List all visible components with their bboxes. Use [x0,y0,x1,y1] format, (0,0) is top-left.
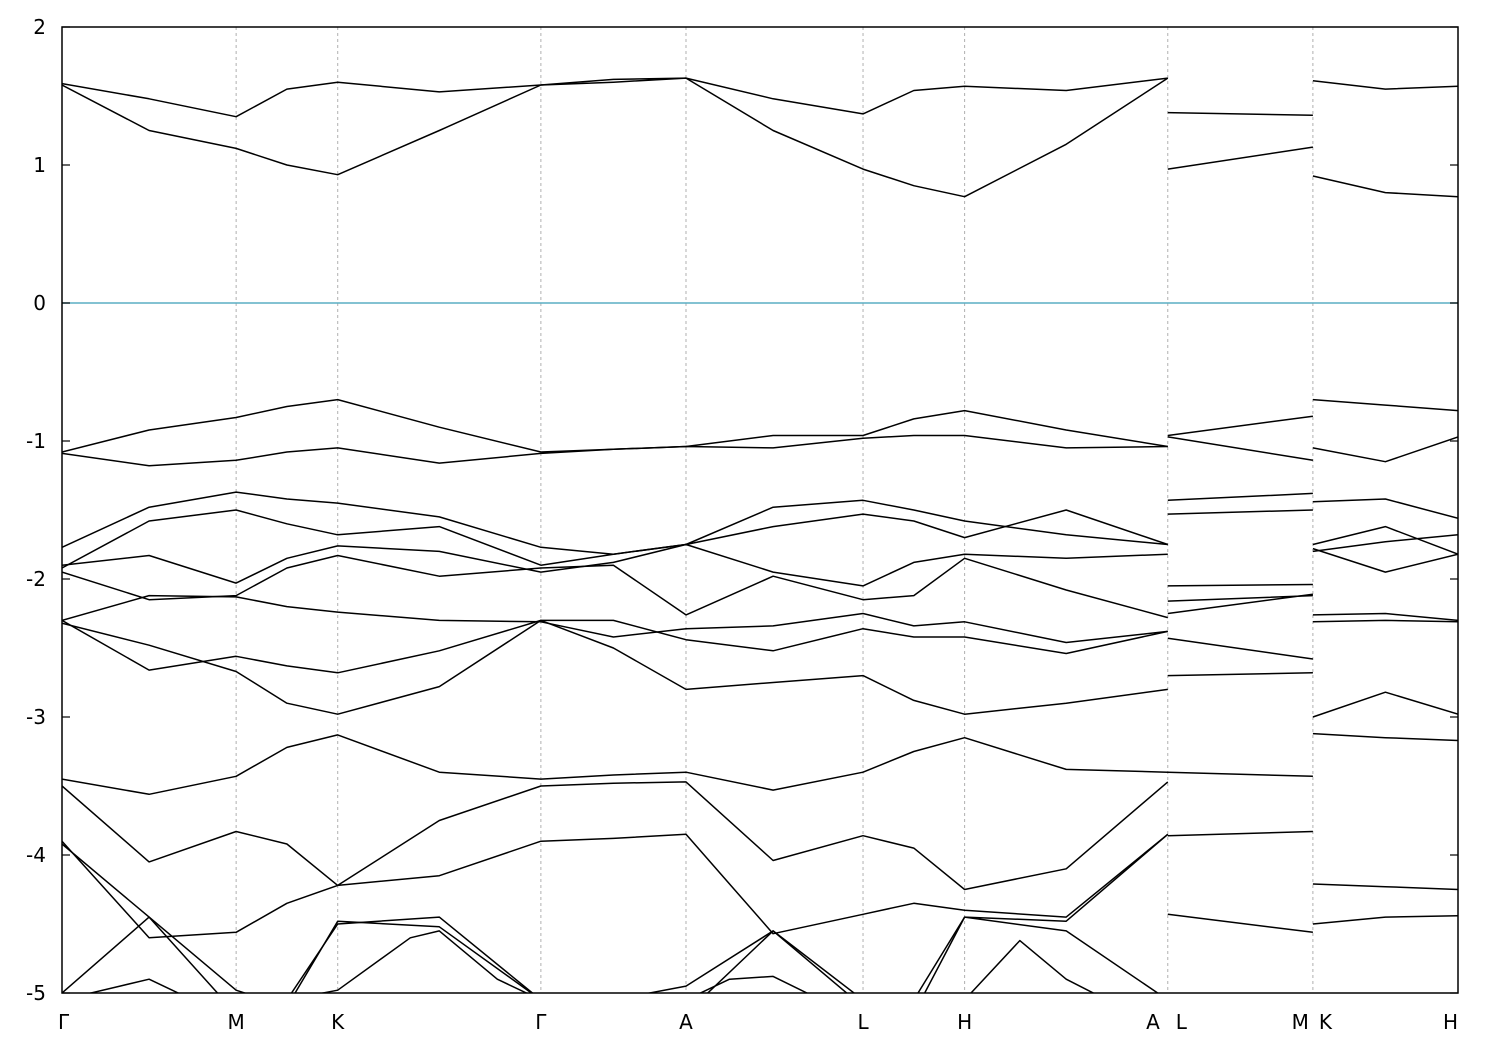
x-tick-label-0: Γ [58,1010,70,1034]
band-3 [62,434,1458,467]
x-tick-label-8: L [1176,1010,1188,1034]
band-6 [62,543,1458,587]
band-8 [62,593,1458,644]
x-tick-label-9: M [1292,1010,1309,1034]
band-0 [62,77,1458,118]
y-tick-label-1: 1 [33,153,46,177]
band-12 [62,781,1458,891]
band-lines [62,77,1458,993]
band-16 [87,930,1095,993]
band-1 [62,77,1458,198]
band-11 [62,732,1458,796]
band-15 [62,916,1159,993]
y-tick-label-5: -3 [26,705,46,729]
x-tick-label-1: M [228,1010,245,1034]
x-tick-label-5: L [857,1010,869,1034]
y-axis-ticks: 2 1 0 -1 -2 -3 -4 -5 [26,15,1458,1005]
y-tick-label-6: -4 [26,843,46,867]
x-tick-label-3: Γ [535,1010,547,1034]
y-tick-label-3: -1 [26,429,46,453]
band-7 [62,534,1458,619]
x-tick-label-11: H [1443,1010,1458,1034]
x-tick-label-2: K [331,1010,345,1034]
band-9 [62,619,1458,715]
band-10 [62,619,1458,718]
y-tick-label-0: 2 [33,15,46,39]
x-tick-label-6: H [957,1010,972,1034]
y-tick-label-7: -5 [26,981,46,1005]
band-13 [62,833,1458,939]
y-tick-label-2: 0 [33,291,46,315]
x-tick-label-4: A [679,1010,693,1034]
x-tick-label-10: K [1319,1010,1333,1034]
band-5 [62,509,1458,569]
plot-frame [61,26,1459,994]
y-tick-label-4: -2 [26,567,46,591]
x-tick-label-7: A [1146,1010,1160,1034]
band-14 [62,833,1169,993]
